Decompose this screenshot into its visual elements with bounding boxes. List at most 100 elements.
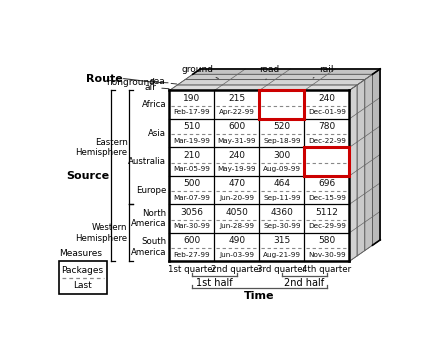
Text: Mar-30-99: Mar-30-99 [173,223,210,229]
Text: Africa: Africa [142,100,166,109]
Text: Last: Last [73,282,92,290]
Text: Sep-18-99: Sep-18-99 [263,138,300,143]
Text: 4360: 4360 [270,208,293,216]
Bar [304,147,349,176]
Bar [304,147,349,176]
Text: Mar-05-99: Mar-05-99 [173,166,210,172]
Bar [304,233,349,261]
Bar [59,261,107,294]
Text: Feb-17-99: Feb-17-99 [173,109,210,115]
Text: rail: rail [313,64,334,78]
Text: 240: 240 [318,94,335,103]
Bar [304,176,349,204]
Bar [170,204,214,233]
Bar [214,90,259,119]
Bar [170,90,214,119]
Bar [214,147,259,176]
Text: 300: 300 [273,151,290,159]
Text: Sep-11-99: Sep-11-99 [263,195,300,200]
Bar [170,147,214,176]
Bar [170,119,214,147]
Text: 5112: 5112 [315,208,338,216]
Bar [304,204,349,233]
Text: Mar-19-99: Mar-19-99 [173,138,210,143]
Text: May-19-99: May-19-99 [218,166,256,172]
Text: 510: 510 [183,122,201,131]
Text: Measures: Measures [59,249,102,258]
Text: Eastern
Hemisphere: Eastern Hemisphere [75,138,127,157]
Text: 210: 210 [184,151,201,159]
Text: Source: Source [66,171,109,181]
Bar [259,90,304,119]
Text: May-31-99: May-31-99 [218,138,256,143]
Text: 2nd quarter: 2nd quarter [211,265,262,274]
Text: Jun-20-99: Jun-20-99 [219,195,254,200]
Text: Apr-22-99: Apr-22-99 [219,109,255,115]
Bar [259,119,304,147]
Bar [259,204,304,233]
Polygon shape [365,74,372,251]
Text: Nov-30-99: Nov-30-99 [308,252,346,257]
Text: Feb-27-99: Feb-27-99 [173,252,210,257]
Text: 600: 600 [228,122,246,131]
Text: 215: 215 [228,94,245,103]
Text: 520: 520 [273,122,290,131]
Text: Jun-28-99: Jun-28-99 [219,223,254,229]
Polygon shape [177,80,365,85]
Text: 315: 315 [273,236,290,245]
Text: 464: 464 [273,179,290,188]
Bar [214,176,259,204]
Text: 3rd quarter: 3rd quarter [257,265,307,274]
Text: 470: 470 [228,179,245,188]
Text: sea: sea [150,78,177,87]
Text: ground: ground [182,64,219,79]
Text: 490: 490 [228,236,245,245]
Bar [170,233,214,261]
Bar [214,119,259,147]
Text: air: air [145,83,169,92]
Text: nonground: nonground [106,78,155,87]
Text: road: road [260,64,280,80]
Bar [214,233,259,261]
Polygon shape [349,85,357,261]
Polygon shape [372,69,380,245]
Bar [259,176,304,204]
Text: 580: 580 [318,236,336,245]
Bar [214,204,259,233]
Text: Asia: Asia [148,129,166,138]
Polygon shape [193,69,380,74]
Text: Jun-03-99: Jun-03-99 [219,252,254,257]
Text: 3056: 3056 [180,208,203,216]
Text: Western
Hemisphere: Western Hemisphere [75,223,127,242]
Bar [259,90,304,119]
Text: 600: 600 [183,236,201,245]
Bar [304,119,349,147]
Text: Australia: Australia [128,157,166,166]
Polygon shape [185,74,372,80]
Text: Mar-07-99: Mar-07-99 [173,195,210,200]
Text: 4050: 4050 [226,208,248,216]
Text: Dec-29-99: Dec-29-99 [308,223,346,229]
Text: Time: Time [244,290,275,301]
Text: Dec-15-99: Dec-15-99 [308,195,346,200]
Polygon shape [170,85,357,90]
Text: 4th quarter: 4th quarter [302,265,351,274]
Text: 780: 780 [318,122,336,131]
Text: South
America: South America [131,237,166,257]
Bar [259,147,304,176]
Text: Dec-01-99: Dec-01-99 [308,109,346,115]
Bar [259,233,304,261]
Text: Packages: Packages [62,266,104,275]
Text: 190: 190 [183,94,201,103]
Text: Route: Route [86,74,123,84]
Polygon shape [357,80,365,256]
Text: 240: 240 [228,151,245,159]
Text: Europe: Europe [136,186,166,195]
Text: 1st half: 1st half [196,278,233,288]
Text: Sep-30-99: Sep-30-99 [263,223,300,229]
Text: Aug-09-99: Aug-09-99 [263,166,301,172]
Text: 2nd half: 2nd half [284,278,325,288]
Text: 500: 500 [183,179,201,188]
Text: Dec-22-99: Dec-22-99 [308,138,346,143]
Text: 1st quarter: 1st quarter [168,265,216,274]
